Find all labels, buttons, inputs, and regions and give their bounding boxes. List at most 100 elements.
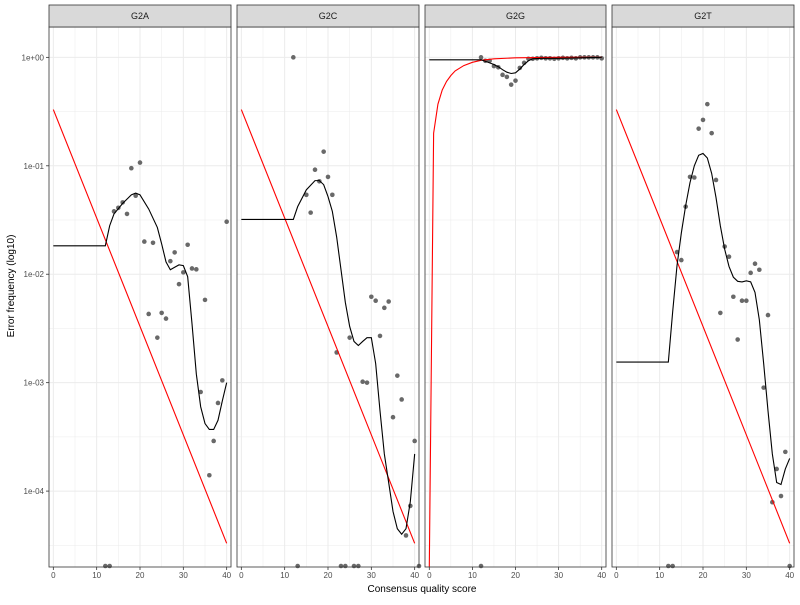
x-axis-title: Consensus quality score xyxy=(368,584,477,595)
data-point xyxy=(150,240,156,246)
x-tick-label: 20 xyxy=(699,571,708,580)
data-point xyxy=(356,563,361,569)
x-tick-label: 30 xyxy=(179,571,188,580)
strip-label: G2A xyxy=(131,11,149,21)
data-point xyxy=(752,261,758,267)
data-point xyxy=(504,74,510,80)
data-point xyxy=(308,210,313,215)
data-point xyxy=(666,563,671,569)
panel-g2a: G2A 0 10 20 30 40 1e+00 1e-01 1e-02 1e-03 1e-04 xyxy=(22,4,232,580)
data-point xyxy=(713,177,719,183)
data-point xyxy=(513,78,518,83)
data-point xyxy=(692,175,697,180)
data-point xyxy=(194,267,199,272)
panel-g2g: G2G 0 10 20 30 40 xyxy=(424,4,607,580)
data-point xyxy=(343,563,348,569)
data-point xyxy=(377,333,383,339)
data-point xyxy=(185,242,190,248)
data-point xyxy=(739,298,745,304)
data-point xyxy=(146,311,151,317)
data-point xyxy=(181,270,186,275)
strip-label: G2T xyxy=(694,11,712,21)
data-point xyxy=(325,174,331,180)
data-point xyxy=(748,270,753,276)
data-point xyxy=(386,299,391,304)
data-point xyxy=(142,239,147,244)
panel-g2t: G2T 0 10 20 30 40 xyxy=(611,4,795,580)
data-point xyxy=(761,385,766,390)
x-tick-label: 0 xyxy=(51,571,56,580)
data-point xyxy=(395,373,400,378)
data-point xyxy=(508,82,514,87)
data-point xyxy=(369,294,374,300)
x-tick-label: 0 xyxy=(614,571,619,580)
data-point xyxy=(155,335,160,340)
data-point xyxy=(215,400,221,406)
data-point xyxy=(168,258,173,264)
data-point xyxy=(330,192,335,198)
data-point xyxy=(517,65,523,71)
data-point xyxy=(700,117,706,123)
x-tick-label: 0 xyxy=(239,571,244,580)
data-point xyxy=(709,130,714,136)
strip-background xyxy=(48,4,232,28)
data-point xyxy=(390,414,396,420)
data-point xyxy=(189,266,195,271)
data-point xyxy=(338,563,344,569)
data-point xyxy=(159,310,164,316)
strip-label: G2C xyxy=(319,11,338,21)
data-point xyxy=(373,298,378,304)
x-tick-label: 20 xyxy=(136,571,145,580)
data-point xyxy=(731,294,736,300)
nominal-error-line xyxy=(52,109,228,544)
data-point xyxy=(774,466,779,472)
x-tick-label: 10 xyxy=(92,571,101,580)
x-tick-label: 30 xyxy=(367,571,376,580)
y-tick-label: 1e-01 xyxy=(24,162,45,171)
data-point xyxy=(137,160,143,165)
data-point xyxy=(172,250,177,255)
x-tick-label: 30 xyxy=(554,571,563,580)
nominal-error-line xyxy=(428,56,602,567)
strip-background xyxy=(236,4,420,28)
data-point xyxy=(765,312,771,318)
data-point xyxy=(696,126,701,131)
strip-label: G2G xyxy=(506,11,525,21)
panel-g2c: G2C 0 10 20 30 40 xyxy=(236,4,422,580)
data-point xyxy=(211,438,216,444)
data-point xyxy=(129,165,134,171)
x-tick-label: 40 xyxy=(785,571,794,580)
fitted-error-line xyxy=(53,192,228,431)
data-point xyxy=(478,563,484,569)
y-axis-title: Error frequency (log10) xyxy=(6,235,17,338)
fitted-error-line xyxy=(616,152,791,486)
x-tick-label: 40 xyxy=(222,571,231,580)
x-tick-label: 10 xyxy=(655,571,664,580)
data-point xyxy=(220,378,225,383)
data-point xyxy=(757,267,762,273)
strip-background xyxy=(611,4,795,28)
fitted-error-line xyxy=(429,56,602,75)
y-tick-label: 1e-02 xyxy=(24,270,45,279)
x-tick-label: 10 xyxy=(280,571,289,580)
data-point xyxy=(412,438,417,444)
data-point xyxy=(198,389,203,395)
y-tick-label: 1e-03 xyxy=(24,379,45,388)
data-point xyxy=(120,200,125,205)
data-point xyxy=(124,211,130,217)
strip-background xyxy=(424,4,607,28)
data-point xyxy=(599,56,604,61)
data-point xyxy=(679,257,684,263)
data-point xyxy=(705,101,710,107)
data-point xyxy=(735,337,740,342)
data-point xyxy=(718,310,723,316)
x-tick-label: 40 xyxy=(597,571,606,580)
nominal-error-line xyxy=(240,109,416,544)
data-point xyxy=(403,533,409,538)
x-tick-label: 30 xyxy=(742,571,751,580)
data-point xyxy=(304,192,309,198)
data-point xyxy=(103,563,108,569)
data-point xyxy=(744,298,749,304)
